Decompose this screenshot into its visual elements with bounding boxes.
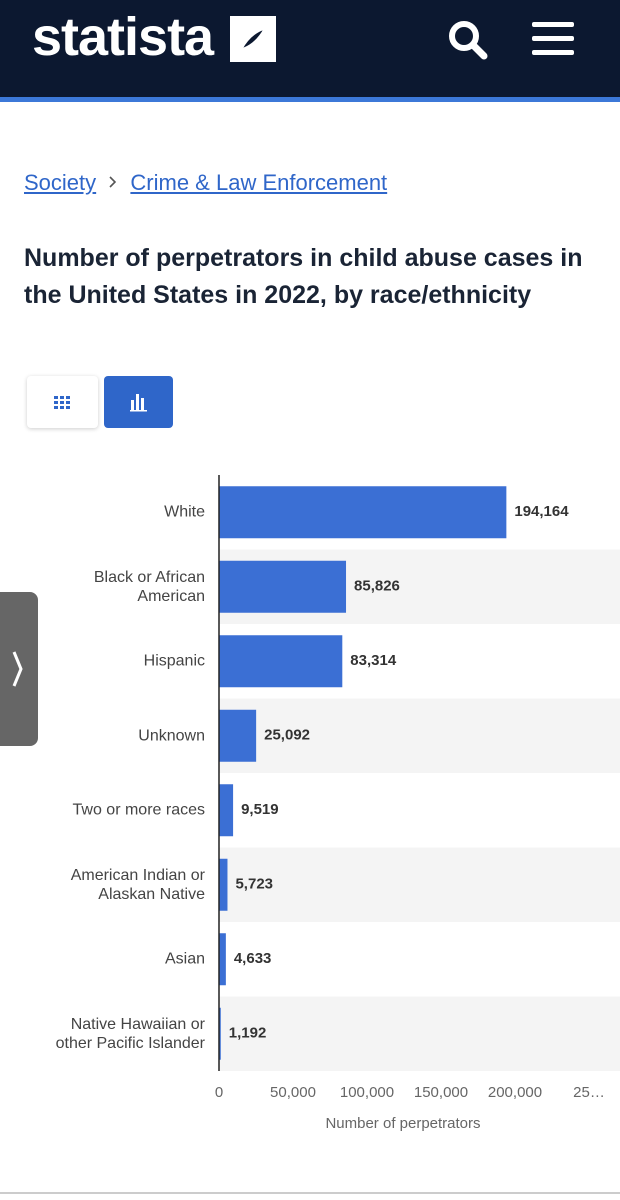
bar [219,784,234,837]
logo-mark [230,16,276,62]
bar [219,1007,221,1060]
value-label: 194,164 [514,503,569,520]
bar [219,933,226,986]
value-label: 4,633 [234,950,272,967]
category-label: Two or more races [72,801,205,819]
value-label: 5,723 [235,876,273,893]
breadcrumb: Society Crime & Law Enforcement [24,170,387,196]
row-band [219,698,620,773]
x-tick-label: 0 [215,1084,223,1101]
logo[interactable]: statista [32,7,214,67]
table-view-button[interactable] [27,376,98,428]
bar [219,486,507,539]
breadcrumb-link[interactable]: Society [24,170,97,195]
category-label: Unknown [138,727,205,745]
value-label: 85,826 [354,578,400,595]
category-label: White [164,503,205,521]
table-icon [54,396,70,409]
value-label: 1,192 [229,1025,267,1042]
bar [219,635,343,688]
x-tick-label: 25… [573,1084,605,1101]
chart-icon [130,394,147,412]
category-label: American Indian or Alaskan Native [70,866,205,903]
breadcrumb-separator [109,176,117,188]
category-label: Asian [164,950,205,968]
chart-title: Number of perpetrators in child abuse ca… [24,244,583,309]
chart-view-button[interactable] [104,376,173,428]
row-band [219,996,620,1071]
search-icon[interactable] [446,18,488,60]
row-band [219,847,620,922]
value-label: 83,314 [350,652,397,669]
bar [219,560,347,613]
category-label: Black or African American [93,568,205,605]
side-tab[interactable] [0,592,40,746]
value-label: 25,092 [264,727,310,744]
breadcrumb-link[interactable]: Crime & Law Enforcement [130,170,388,195]
x-tick-label: 100,000 [340,1084,394,1101]
x-tick-label: 50,000 [270,1084,316,1101]
value-label: 9,519 [241,801,279,818]
divider [0,1192,620,1194]
x-axis-title: Number of perpetrators [325,1115,480,1132]
header: statista [0,0,620,102]
x-tick-label: 150,000 [414,1084,468,1101]
menu-icon[interactable] [532,20,576,60]
category-label: Native Hawaiian or other Pacific Islande… [55,1015,205,1052]
bar [219,709,257,762]
x-tick-label: 200,000 [488,1084,542,1101]
category-label: Hispanic [143,652,205,670]
bar [219,858,228,911]
